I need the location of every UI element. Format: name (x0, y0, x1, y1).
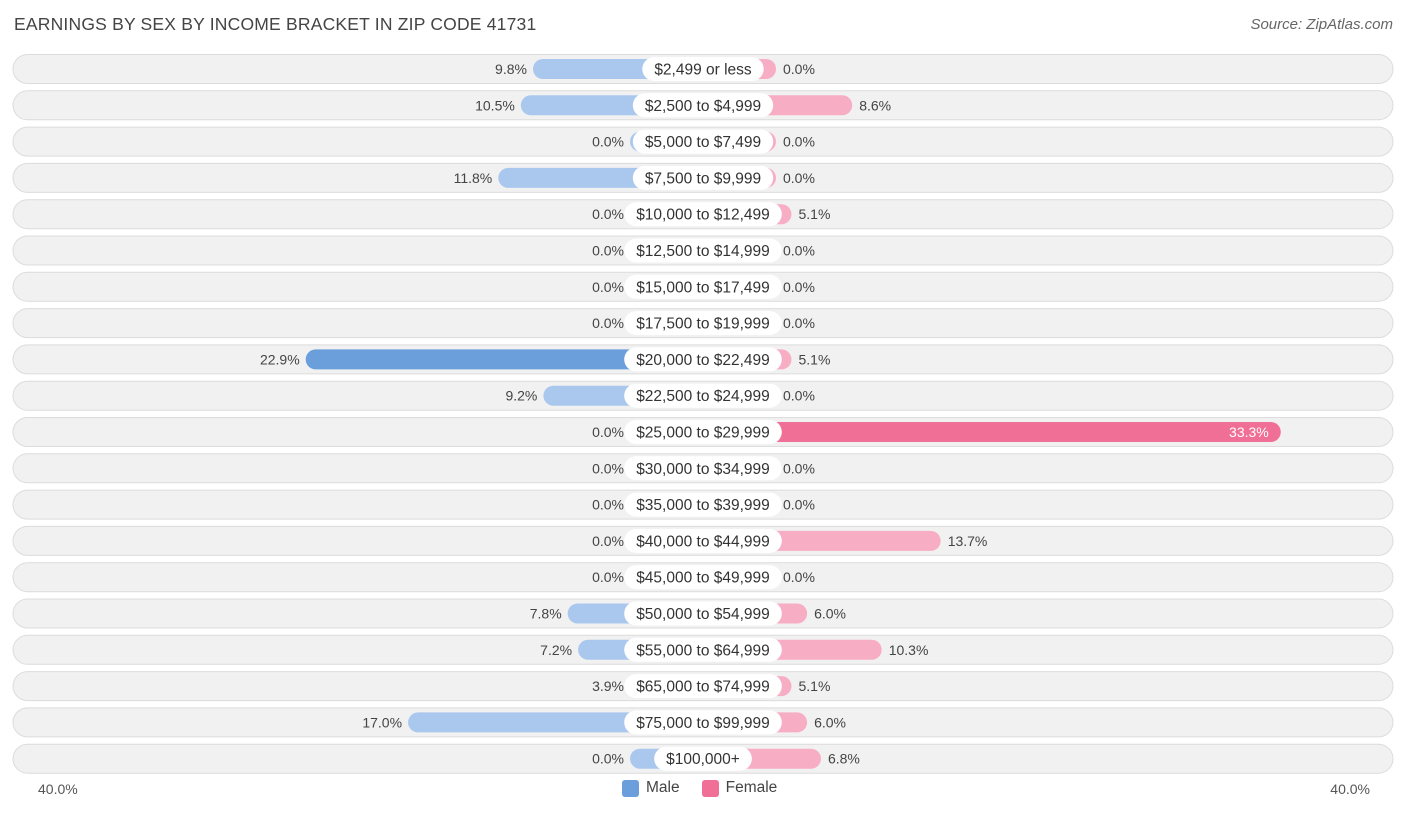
category-label: $25,000 to $29,999 (636, 425, 770, 442)
axis-max-label: 40.0% (1330, 781, 1370, 797)
male-value-label: 0.0% (592, 279, 624, 295)
male-value-label: 22.9% (260, 351, 300, 367)
female-value-label: 0.0% (783, 569, 815, 585)
legend-item-male[interactable]: Male (622, 779, 680, 797)
male-value-label: 11.8% (454, 170, 493, 186)
category-label: $5,000 to $7,499 (645, 134, 761, 151)
male-value-label: 9.2% (505, 388, 537, 404)
female-value-label: 6.0% (814, 714, 846, 730)
category-label: $12,500 to $14,999 (636, 243, 770, 260)
female-value-label: 10.3% (889, 642, 929, 658)
category-pill (624, 311, 782, 336)
category-label: $30,000 to $34,999 (636, 461, 770, 478)
male-value-label: 17.0% (362, 714, 402, 730)
category-pill (624, 637, 782, 662)
male-value-label: 9.8% (495, 61, 527, 77)
category-label: $15,000 to $17,499 (636, 279, 770, 296)
female-value-label: 0.0% (783, 170, 815, 186)
female-value-label: 5.1% (798, 351, 830, 367)
category-label: $45,000 to $49,999 (636, 570, 770, 587)
category-label: $22,500 to $24,999 (636, 388, 770, 405)
category-pill (624, 674, 782, 699)
female-value-label: 6.0% (814, 606, 846, 622)
female-value-label: 6.8% (828, 751, 860, 767)
male-value-label: 10.5% (475, 97, 515, 113)
male-value-label: 0.0% (592, 315, 624, 331)
female-value-label: 0.0% (783, 460, 815, 476)
category-pill (624, 202, 782, 227)
category-pill (624, 492, 782, 517)
female-value-label: 0.0% (783, 388, 815, 404)
female-value-label: 0.0% (783, 497, 815, 513)
male-value-label: 0.0% (592, 134, 624, 150)
category-pill (624, 420, 782, 444)
category-label: $65,000 to $74,999 (636, 679, 770, 696)
female-value-label: 0.0% (783, 279, 815, 295)
category-label: $50,000 to $54,999 (636, 606, 770, 623)
chart-canvas: 9.8% 0.0% $2,499 or less 10.5% 8.6% $2,500 to… (12, 54, 1394, 774)
category-pill (624, 710, 782, 735)
female-value-label: 8.6% (859, 97, 891, 113)
male-value-label: 0.0% (592, 569, 624, 585)
male-value-label: 0.0% (592, 243, 624, 259)
category-pill (624, 456, 782, 481)
category-label: $40,000 to $44,999 (636, 533, 770, 550)
female-value-label: 0.0% (783, 315, 815, 331)
category-pill (624, 601, 782, 626)
category-pill (642, 57, 764, 81)
male-value-label: 0.0% (592, 497, 624, 513)
male-value-label: 0.0% (592, 206, 624, 222)
legend-label-female: Female (725, 779, 778, 796)
female-value-label: 33.3% (1229, 424, 1269, 440)
category-pill (624, 238, 782, 263)
category-label: $2,499 or less (654, 62, 752, 79)
male-value-label: 3.9% (592, 678, 624, 694)
category-pill (624, 274, 782, 299)
category-pill (624, 528, 782, 553)
male-value-label: 7.8% (530, 606, 562, 622)
male-value-label: 0.0% (592, 533, 624, 549)
legend-swatch-female (701, 779, 719, 797)
male-value-label: 7.2% (540, 642, 572, 658)
category-pill (632, 93, 774, 118)
category-label: $20,000 to $22,499 (636, 352, 770, 369)
female-value-label: 13.7% (948, 533, 988, 549)
legend: Male Female (622, 779, 777, 797)
female-value-label: 0.0% (783, 243, 815, 259)
category-label: $55,000 to $64,999 (636, 642, 770, 659)
category-label: $100,000+ (666, 751, 740, 768)
female-value-label: 0.0% (783, 134, 815, 150)
category-label: $35,000 to $39,999 (636, 497, 770, 514)
category-label: $7,500 to $9,999 (645, 170, 761, 187)
female-value-label: 5.1% (798, 206, 830, 222)
category-pill (624, 383, 782, 408)
category-label: $17,500 to $19,999 (636, 316, 770, 333)
female-value-label: 5.1% (798, 678, 830, 694)
legend-label-male: Male (646, 779, 680, 796)
category-pill (632, 129, 774, 154)
male-value-label: 0.0% (592, 460, 624, 476)
female-value-label: 0.0% (783, 61, 815, 77)
category-pill (654, 746, 752, 771)
legend-swatch-male (622, 779, 639, 797)
category-pill (624, 565, 782, 590)
legend-item-female[interactable]: Female (701, 779, 778, 797)
male-value-label: 0.0% (592, 424, 624, 440)
male-value-label: 0.0% (592, 751, 624, 767)
bar-male (305, 349, 703, 370)
axis-min-label: 40.0% (38, 781, 78, 797)
bar-female (703, 422, 1281, 442)
category-label: $10,000 to $12,499 (636, 207, 770, 224)
chart-title: EARNINGS BY SEX BY INCOME BRACKET IN ZIP… (14, 14, 537, 34)
source-label: Source: ZipAtlas.com (1250, 16, 1393, 33)
category-pill (632, 165, 774, 190)
category-label: $2,500 to $4,999 (645, 98, 761, 115)
category-pill (624, 347, 782, 372)
category-label: $75,000 to $99,999 (636, 715, 770, 732)
